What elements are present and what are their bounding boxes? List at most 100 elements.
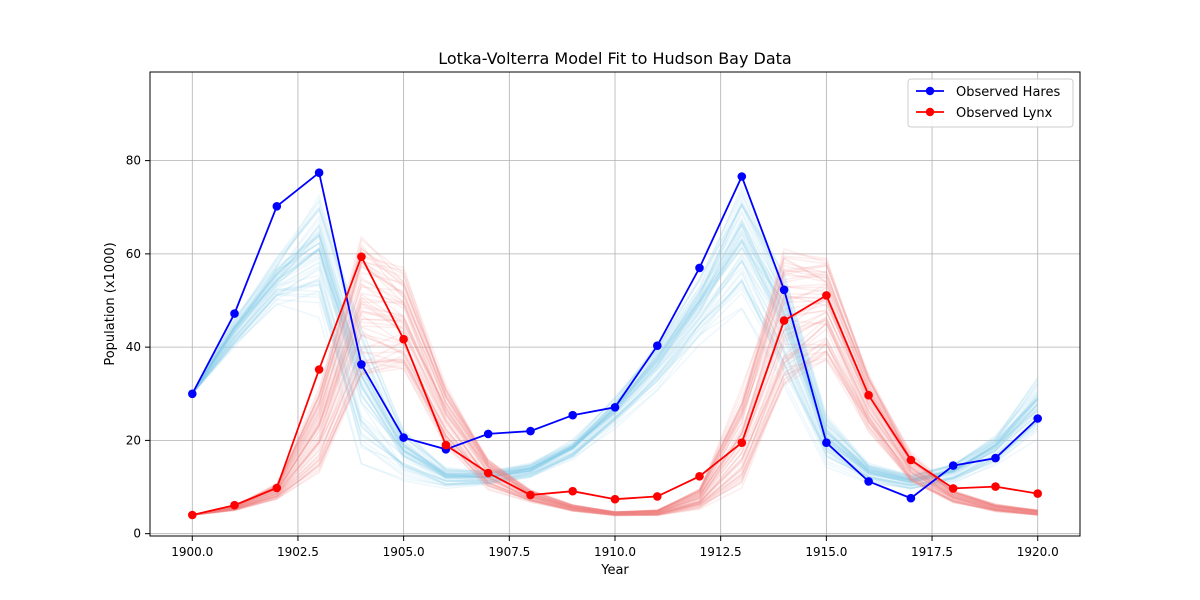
posterior-lynx-trajectory (192, 310, 1038, 516)
posterior-hares-trajectory (191, 246, 1039, 484)
legend-lynx-marker (925, 107, 935, 117)
posterior-lynx-trajectory (192, 299, 1038, 516)
posterior-lynx-trajectory (192, 343, 1038, 516)
posterior-lynx-trajectory (192, 271, 1038, 516)
x-tick-label: 1910.0 (594, 545, 636, 559)
posterior-lynx-trajectory (192, 273, 1038, 516)
observed-hares-point (864, 477, 873, 486)
posterior-hares-trajectory (191, 279, 1039, 487)
posterior-lynx-trajectory (192, 255, 1038, 516)
posterior-hares-trajectory (191, 280, 1039, 489)
grid (150, 72, 1080, 536)
observed-lynx-point (526, 490, 535, 500)
x-tick-label: 1907.5 (488, 545, 530, 559)
observed-lynx-point (1033, 489, 1042, 498)
posterior-lynx-trajectory (192, 333, 1038, 516)
y-tick-label: 40 (126, 340, 141, 354)
posterior-lynx-trajectory (192, 321, 1038, 516)
posterior-hares-trajectory (191, 187, 1039, 477)
posterior-hares-trajectory (191, 260, 1039, 484)
observed-lynx-point (230, 500, 239, 510)
posterior-lynx-trajectory (192, 261, 1038, 516)
posterior-hares-trajectory (191, 191, 1039, 478)
legend-hares-label: Observed Hares (956, 85, 1060, 100)
posterior-lynx-trajectory (192, 300, 1038, 516)
posterior-lynx-trajectory (192, 340, 1038, 516)
posterior-hares-trajectory (191, 298, 1039, 490)
observed-hares-point (779, 285, 789, 295)
x-tick-label: 1905.0 (383, 545, 425, 559)
posterior-hares-trajectory (191, 202, 1039, 480)
posterior-lynx-trajectory (192, 302, 1038, 516)
observed-lynx-point (357, 252, 366, 261)
observed-series (188, 168, 1042, 520)
observed-hares-point (188, 389, 197, 399)
observed-lynx-point (653, 492, 662, 501)
observed-hares-point (991, 453, 1000, 463)
posterior-lynx-trajectory (192, 296, 1038, 516)
posterior-hares-trajectory (191, 259, 1039, 486)
observed-hares-point (230, 309, 239, 318)
observed-lynx-point (441, 440, 451, 450)
posterior-lynx-trajectory (192, 318, 1038, 516)
posterior-hares-trajectory (191, 183, 1039, 476)
posterior-lynx-trajectory (192, 287, 1038, 516)
posterior-lynx-trajectory (192, 297, 1038, 516)
legend: Observed Hares Observed Lynx (907, 78, 1074, 128)
posterior-lynx-trajectory (192, 261, 1038, 516)
axis-ticks: 1900.0 1902.5 1905.0 1907.5 1910.0 1912.5 1915… (126, 154, 1059, 559)
observed-hares-point (357, 360, 366, 369)
posterior-lynx-trajectory (192, 302, 1038, 516)
x-tick-label: 1902.5 (277, 545, 319, 559)
observed-lynx-point (568, 486, 577, 496)
posterior-hares-trajectory (191, 237, 1039, 481)
observed-lynx-point (906, 455, 916, 465)
y-tick-label: 80 (126, 154, 141, 168)
posterior-hares-trajectory (191, 277, 1039, 488)
observed-lynx-point (610, 494, 620, 504)
posterior-hares-trajectory (191, 233, 1039, 482)
posterior-lynx-trajectory (192, 294, 1038, 516)
observed-hares-point (610, 403, 620, 412)
posterior-lynx-trajectory (192, 349, 1038, 517)
posterior-lynx-trajectory (192, 342, 1038, 517)
posterior-lynx-trajectory (192, 309, 1038, 516)
posterior-lynx-trajectory (192, 342, 1038, 517)
posterior-lynx-trajectory (192, 313, 1038, 516)
posterior-hares-trajectory (191, 198, 1039, 478)
legend-lynx-label: Observed Lynx (956, 106, 1053, 121)
posterior-hares-trajectory (191, 261, 1039, 485)
posterior-lynx-trajectory (192, 317, 1038, 516)
y-tick-label: 60 (126, 247, 141, 261)
posterior-lynx-trajectory (192, 282, 1038, 516)
y-axis-label: Population (x1000) (103, 242, 118, 365)
observed-lynx-point (737, 438, 747, 448)
posterior-hares-trajectory (191, 277, 1039, 487)
observed-lynx-point (695, 472, 704, 481)
posterior-lynx-trajectory (192, 359, 1038, 517)
chart-title: Lotka-Volterra Model Fit to Hudson Bay D… (438, 49, 791, 68)
observed-lynx-point (779, 316, 789, 325)
posterior-lynx-trajectory (192, 337, 1038, 516)
observed-lynx-point (399, 334, 408, 344)
posterior-hares-trajectory (191, 258, 1039, 486)
posterior-lynx-trajectory (192, 247, 1038, 516)
x-tick-label: 1917.5 (911, 545, 953, 559)
x-tick-label: 1920.0 (1017, 545, 1059, 559)
posterior-hares-trajectory (191, 260, 1039, 486)
x-tick-label: 1915.0 (805, 545, 847, 559)
posterior-hares-trajectory (191, 280, 1039, 490)
posterior-lynx-trajectory (192, 350, 1038, 516)
x-tick-label: 1912.5 (700, 545, 742, 559)
posterior-hares-trajectory (191, 252, 1039, 483)
observed-hares-point (314, 168, 324, 177)
x-tick-label: 1900.0 (171, 545, 213, 559)
observed-hares-point (822, 438, 831, 448)
posterior-lynx-trajectory (192, 283, 1038, 516)
observed-lynx-point (822, 291, 831, 300)
posterior-hares-trajectory (191, 290, 1039, 490)
observed-hares-point (568, 410, 577, 420)
posterior-lynx-trajectory (192, 319, 1038, 516)
posterior-lynx-trajectory (192, 264, 1038, 516)
